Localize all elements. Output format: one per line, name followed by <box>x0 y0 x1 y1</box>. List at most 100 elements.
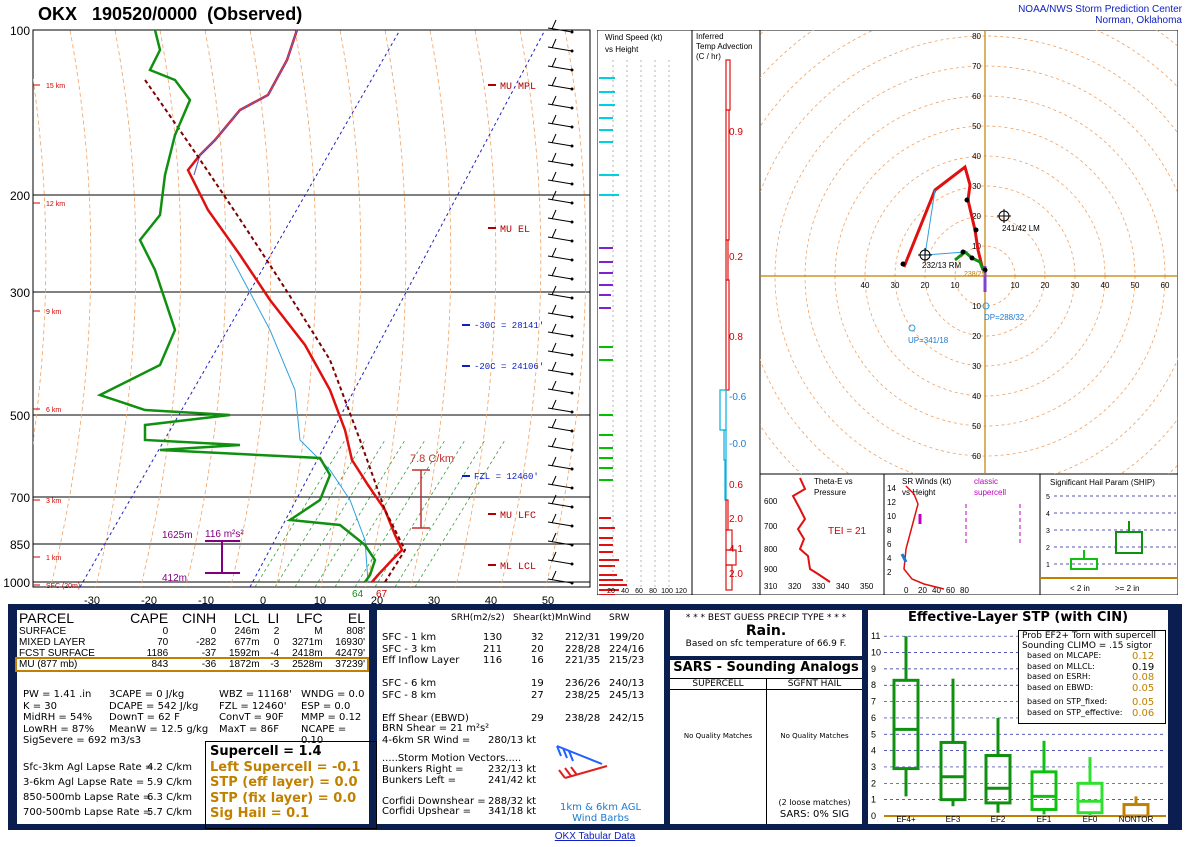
mixing-ratio-line <box>374 439 466 587</box>
ship-x1: < 2 in <box>1070 584 1090 593</box>
kinematics-cell: 130 <box>483 632 503 643</box>
parcel-cell: 1592m <box>228 648 260 659</box>
srh-bracket <box>205 540 240 574</box>
wind-barb-dot <box>570 49 574 53</box>
precip-title: * * * BEST GUESS PRECIP TYPE * * * <box>685 613 847 623</box>
sr-h-label: 8 <box>887 526 892 535</box>
hodo-y-tick: 20 <box>972 332 981 341</box>
parcel-header: CINH <box>181 610 217 626</box>
ship-panel: Significant Hail Param (SHIP) 5 4 3 2 1 < 2 … <box>1040 474 1178 595</box>
adv-bar <box>725 564 733 591</box>
thermo-index: ESP = 0.0 <box>301 700 351 712</box>
wind-barb-flag <box>551 95 557 106</box>
stp-prob-label: based on STP_fixed: <box>1027 697 1108 706</box>
wind-barb-flag <box>551 266 557 277</box>
wind-axis-label: 40 <box>621 588 629 595</box>
stp-prob-row: based on STP_fixed: 0.05 <box>1027 697 1165 708</box>
kinematics-cell: 211 <box>483 643 503 655</box>
kinematics-cell: SFC - 3 km <box>382 643 437 655</box>
wind-barb-dot <box>570 30 574 34</box>
wind-barb-flag <box>551 323 557 334</box>
hodo-y-tick: 40 <box>972 152 981 161</box>
adv-value: 2.0 <box>729 569 743 580</box>
brn-value: 21 m²s² <box>450 723 490 734</box>
hodo-x-tick: 40 <box>1101 281 1110 290</box>
wind-barb-flag <box>551 437 557 448</box>
storm-motion-value: 241/42 kt <box>488 774 537 786</box>
sr-h-label: 10 <box>887 512 896 521</box>
tabular-data-link[interactable]: OKX Tabular Data <box>554 831 636 842</box>
hodo-y-tick: 80 <box>972 32 981 41</box>
storm-motion-row: Corfidi Downshear = 288/32 kt <box>382 796 552 807</box>
wind-axis-label: 100 <box>661 588 673 595</box>
pressure-label: 500 <box>10 409 30 423</box>
stp-prob-label: based on EBWD: <box>1027 682 1094 692</box>
thermo-index: PW = 1.41 .in <box>23 689 92 700</box>
pressure-label: 300 <box>10 286 30 300</box>
stp-box <box>1076 781 1104 815</box>
kinematics-cell: 238/25 <box>565 689 601 701</box>
hodo-y-tick: 40 <box>972 392 981 401</box>
parcel-cell: 246m <box>234 626 260 637</box>
isotherm-neg <box>79 30 401 587</box>
adv-title3: (C / hr) <box>696 52 721 61</box>
ship-y-label: 4 <box>1046 511 1050 518</box>
wind-barb-dot <box>570 562 574 566</box>
wind-barb-flag <box>551 57 557 68</box>
hodo-x-tick: 50 <box>1131 281 1140 290</box>
composite-index: STP (fix layer) = 0.0 <box>210 790 357 806</box>
stp-prob-sub: Sounding CLIMO = .15 sigtor <box>1022 641 1152 651</box>
pressure-label: 100 <box>10 24 30 38</box>
ship-y-label: 5 <box>1046 494 1050 501</box>
stp-y-label: 2 <box>871 778 876 788</box>
stp-y-label: 8 <box>871 680 876 690</box>
storm-motion-label: Bunkers Left = <box>382 774 456 786</box>
parcel-header: LFC <box>296 610 323 626</box>
wind-barb-dot <box>570 68 574 72</box>
height-label: 15 km <box>46 83 65 90</box>
wind-barb-dot <box>570 296 574 300</box>
theta-x-label: 320 <box>788 582 802 591</box>
kinematics-cell: 224/16 <box>609 643 645 655</box>
stp-category-label: EF3 <box>946 815 961 824</box>
parcel-row: MIXED LAYER 70 -282 677m 0 3271m 16930' <box>17 637 367 648</box>
srh-bottom-hgt: 412m <box>162 573 187 584</box>
sr-wind-label: 4-6km SR Wind = <box>382 735 471 746</box>
stp-prob-box: Prob EF2+ Torn with supercell Sounding C… <box>1018 630 1166 724</box>
wind-barb-flag <box>551 209 557 220</box>
kinematics-cell: 228/28 <box>565 643 601 655</box>
height-label: 12 km <box>46 201 65 208</box>
stp-prob-row: based on MLLCL: 0.19 <box>1027 662 1165 673</box>
stp-y-label: 11 <box>871 631 880 641</box>
spc-credit: NOAA/NWS Storm Prediction Center Norman,… <box>1018 4 1182 26</box>
parcel-cell: 677m <box>234 637 260 648</box>
wind-barb-dot <box>570 353 574 357</box>
hodo-y-tick: 30 <box>972 182 981 191</box>
lm-label: 241/42 LM <box>1002 224 1040 233</box>
kinematics-cell: Eff Shear (EBWD) <box>382 712 469 724</box>
wind-barb-dot <box>570 87 574 91</box>
sfc-temp: 67 <box>376 589 388 600</box>
rm-label: 232/13 RM <box>922 261 961 270</box>
wind-barb-dot <box>570 486 574 490</box>
wind-barb-dot <box>570 505 574 509</box>
sounding-time: 190520/0000 <box>92 4 198 24</box>
hodo-y-tick: 30 <box>972 362 981 371</box>
parcel-cell: FCST SURFACE <box>19 648 95 659</box>
parcel-cell: 2528m <box>292 659 323 670</box>
lapse-rate-value: 6.3 C/km <box>147 792 192 803</box>
composite-index: Sig Hail = 0.1 <box>210 806 310 821</box>
hodo-height-dot <box>960 249 966 255</box>
kinematics-cell: 215/23 <box>609 655 645 666</box>
kinematics-cell: 27 <box>531 689 544 701</box>
wind-barb-dot <box>570 277 574 281</box>
wind-axis-label: 20 <box>607 588 615 595</box>
parcel-cell: SURFACE <box>19 626 67 637</box>
annotation-m20c: -20C = 24106' <box>474 362 544 372</box>
stp-prob-value: 0.06 <box>1132 707 1155 719</box>
wind-barb-flag <box>551 171 557 182</box>
wind-panel-title: Wind Speed (kt) <box>605 33 663 42</box>
theta-title: Theta-E vs <box>814 477 853 486</box>
dry-adiabat <box>140 30 182 587</box>
